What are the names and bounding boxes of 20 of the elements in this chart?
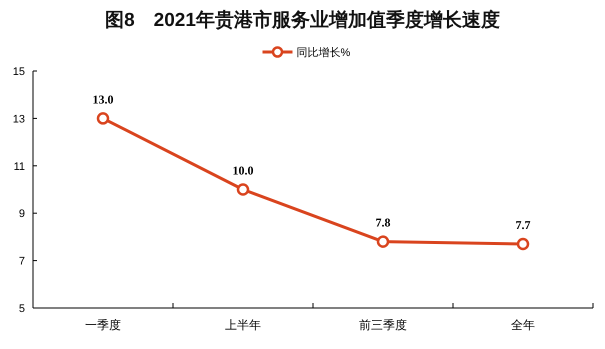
x-tick-label: 一季度 [85, 318, 121, 332]
data-label: 7.7 [516, 218, 530, 232]
y-tick-label: 15 [12, 66, 25, 78]
x-tick-label: 前三季度 [359, 318, 407, 332]
data-label: 13.0 [92, 92, 114, 106]
y-tick-label: 7 [18, 256, 25, 268]
y-tick-label: 9 [18, 208, 25, 220]
point [236, 183, 250, 196]
x-tick-label: 上半年 [225, 318, 261, 332]
chart-title: 图8 2021年贵港市服务业增加值季度增长速度 [105, 9, 500, 31]
legend-label: 同比增长% [296, 46, 350, 59]
point [516, 238, 530, 250]
y-tick-label: 5 [18, 303, 25, 315]
data-label: 7.8 [376, 216, 390, 230]
point [96, 112, 110, 125]
y-tick-label: 11 [14, 160, 25, 173]
y-tick-label: 13 [12, 113, 25, 126]
x-tick-label: 全年 [511, 318, 535, 332]
data-label: 10.0 [232, 164, 254, 178]
point [376, 235, 390, 248]
